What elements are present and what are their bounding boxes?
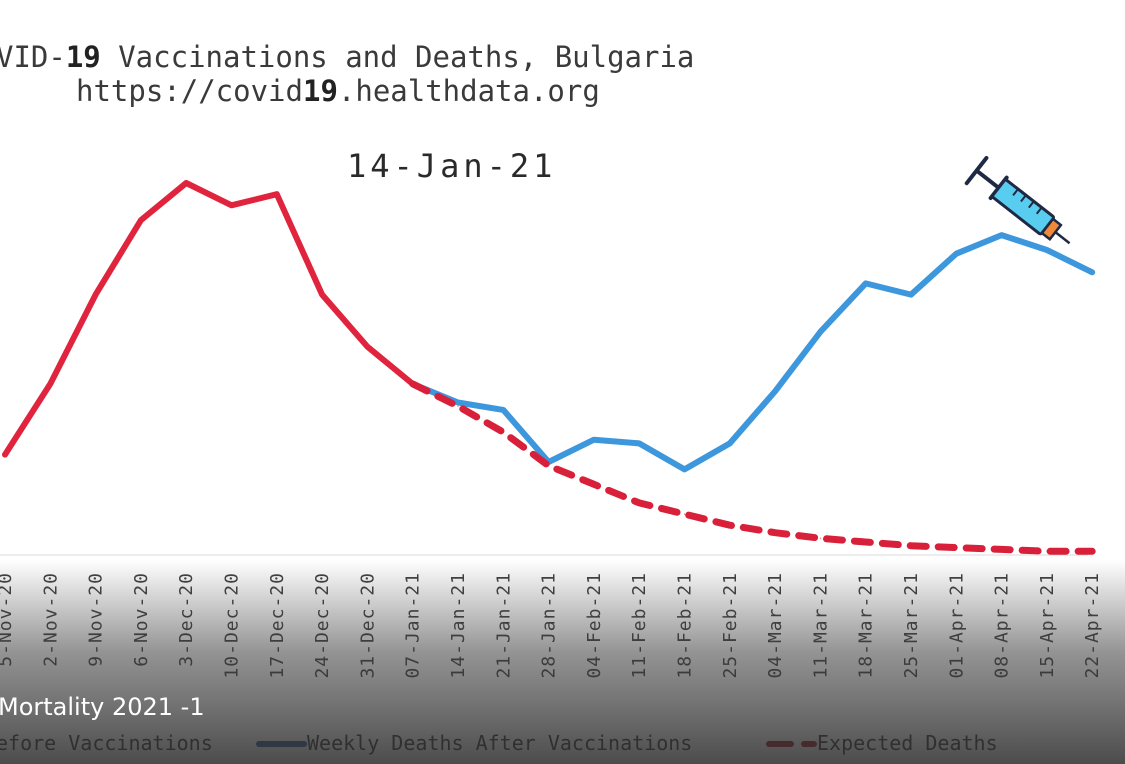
- x-tick-label: 21-Jan-21: [493, 572, 514, 679]
- data-point-after-18: [819, 331, 821, 333]
- x-tick-label: 18-Mar-21: [856, 572, 877, 679]
- data-point-before-5: [231, 204, 232, 206]
- x-tick-label: 6-Nov-20: [131, 572, 152, 667]
- data-point-after-11: [502, 409, 504, 411]
- x-tick-label: 25-Feb-21: [720, 572, 741, 679]
- video-caption: Mortality 2021 -1: [0, 693, 205, 721]
- title-line1-bold: 19: [66, 40, 101, 74]
- data-point-expected-13: [593, 483, 595, 485]
- legend: efore Vaccinations Weekly Deaths After V…: [0, 731, 998, 755]
- data-point-expected-20: [910, 545, 912, 547]
- x-tick-label: 15-Apr-21: [1037, 572, 1058, 679]
- data-point-expected-24: [1091, 550, 1093, 552]
- data-point-after-16: [729, 442, 731, 444]
- x-tick-label: 18-Feb-21: [675, 572, 696, 679]
- series-line-before: [2, 180, 416, 458]
- chart-title-line1: VID-19 Vaccinations and Deaths, Bulgaria: [0, 40, 694, 74]
- x-tick-label: 11-Mar-21: [810, 572, 831, 679]
- data-point-expected-18: [819, 537, 821, 539]
- data-point-after-20: [910, 294, 912, 296]
- data-point-expected-16: [729, 524, 731, 526]
- data-point-after-22: [1001, 234, 1003, 236]
- data-point-before-6: [276, 193, 278, 195]
- x-tick-label: 25-Mar-21: [901, 572, 922, 679]
- x-tick-label: 11-Feb-21: [629, 572, 650, 679]
- syringe-icon: [964, 155, 1071, 245]
- data-point-before-7: [321, 294, 323, 296]
- data-point-after-17: [774, 390, 776, 392]
- data-point-expected-11: [502, 431, 504, 433]
- series-line-after: [409, 232, 1096, 473]
- current-date-label: 14-Jan-21: [347, 147, 556, 185]
- data-point-expected-19: [865, 541, 867, 543]
- legend-label-after: Weekly Deaths After Vaccinations: [307, 731, 692, 755]
- x-tick-label: 24-Dec-20: [312, 572, 333, 679]
- title-line1-post: Vaccinations and Deaths, Bulgaria: [101, 40, 695, 74]
- title-line1-pre: VID-: [0, 40, 66, 74]
- x-tick-label: 9-Nov-20: [86, 572, 107, 667]
- x-tick-label: 28-Jan-21: [539, 572, 560, 679]
- series-line-expected: [409, 380, 1096, 555]
- data-point-expected-22: [1001, 548, 1003, 550]
- x-tick-label: 2-Nov-20: [40, 572, 61, 667]
- data-point-after-24: [1091, 271, 1093, 273]
- title-line2-post: .healthdata.org: [338, 74, 600, 108]
- data-point-before-1: [49, 383, 51, 385]
- x-tick-label: 5-Nov-20: [0, 572, 16, 667]
- data-point-expected-17: [774, 532, 776, 534]
- data-point-before-2: [95, 294, 97, 296]
- data-point-expected-21: [955, 547, 957, 549]
- x-tick-label: 07-Jan-21: [403, 572, 424, 679]
- legend-label-before: efore Vaccinations: [0, 731, 213, 755]
- data-point-after-14: [638, 442, 640, 444]
- data-point-after-15: [684, 468, 685, 470]
- x-tick-label: 3-Dec-20: [176, 572, 197, 667]
- data-point-before-4: [185, 182, 187, 184]
- data-point-before-8: [366, 346, 368, 348]
- x-tick-label: 22-Apr-21: [1082, 572, 1103, 679]
- data-point-after-10: [457, 402, 459, 403]
- data-point-after-23: [1046, 249, 1048, 251]
- x-tick-label: 04-Feb-21: [584, 572, 605, 679]
- title-line2-pre: https://covid: [76, 74, 303, 108]
- x-tick-labels: 5-Nov-20 2-Nov-20 9-Nov-20 6-Nov-20 3-Dec-20…: [0, 572, 1103, 679]
- data-point-after-21: [955, 253, 957, 255]
- legend-label-expected: Expected Deaths: [817, 731, 998, 755]
- x-tick-label: 08-Apr-21: [992, 572, 1013, 679]
- title-line2-bold: 19: [303, 74, 338, 108]
- data-point-expected-9: [412, 383, 414, 385]
- data-point-after-19: [865, 282, 867, 284]
- data-point-before-0: [4, 454, 6, 456]
- x-tick-label: 31-Dec-20: [357, 572, 378, 679]
- x-tick-label: 01-Apr-21: [946, 572, 967, 679]
- x-tick-label: 04-Mar-21: [765, 572, 786, 679]
- data-point-expected-23: [1046, 550, 1048, 552]
- data-point-before-3: [140, 219, 142, 221]
- data-point-expected-12: [548, 465, 550, 467]
- data-point-expected-15: [684, 513, 685, 515]
- data-point-expected-10: [457, 405, 459, 407]
- data-point-after-13: [593, 439, 595, 441]
- x-tick-label: 17-Dec-20: [267, 572, 288, 679]
- x-tick-label: 10-Dec-20: [222, 572, 243, 679]
- chart-title-line2: https://covid19.healthdata.org: [76, 74, 600, 108]
- series-layer: [2, 180, 1096, 555]
- x-tick-label: 14-Jan-21: [448, 572, 469, 679]
- data-point-expected-14: [638, 502, 640, 504]
